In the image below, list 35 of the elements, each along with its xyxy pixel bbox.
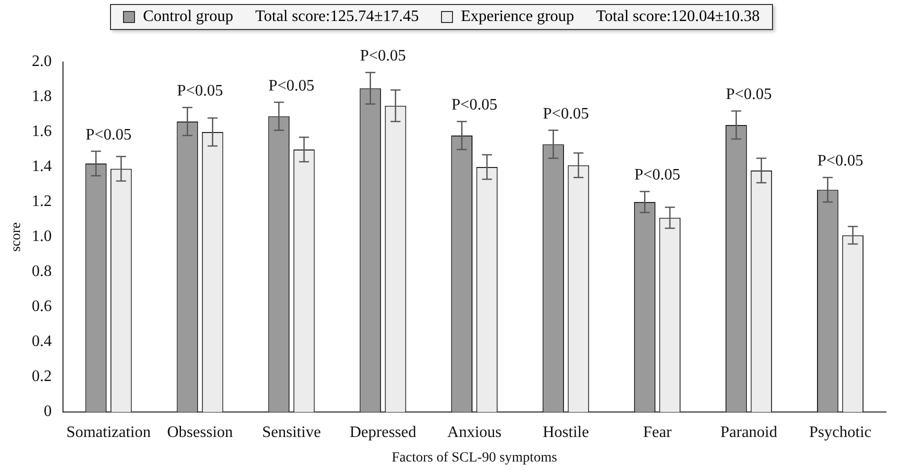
y-tick-label: 1.0 xyxy=(32,228,52,246)
annotation: P<0.05 xyxy=(726,86,772,104)
x-tick-label: Paranoid xyxy=(720,424,778,441)
annotation: P<0.05 xyxy=(634,166,680,184)
x-tick-label: Somatization xyxy=(66,424,151,441)
x-tick-label: Anxious xyxy=(447,424,502,441)
x-tick-label: Depressed xyxy=(350,424,416,441)
y-tick-label: 1.6 xyxy=(32,123,52,140)
legend-label: Experience group xyxy=(460,8,574,26)
y-axis-title: score xyxy=(9,222,24,252)
annotation: P<0.05 xyxy=(451,96,498,114)
x-tick-label: Sensitive xyxy=(262,424,321,441)
y-tick-label: 0.4 xyxy=(32,333,52,350)
y-tick-label: 1.4 xyxy=(32,158,52,176)
y-tick-label: 0.8 xyxy=(32,263,52,280)
x-tick-label: Psychotic xyxy=(809,424,872,441)
y-tick-label: 2.0 xyxy=(32,53,52,70)
text: Total score:125.74±17.45 xyxy=(255,8,419,26)
annotation: P<0.05 xyxy=(360,48,406,65)
annotation: P<0.05 xyxy=(177,82,223,100)
annotation: P<0.05 xyxy=(86,126,132,144)
x-axis-title: Factors of SCL-90 symptoms xyxy=(392,450,558,466)
y-tick-label: 0.6 xyxy=(32,298,52,316)
annotation: P<0.05 xyxy=(542,105,589,122)
y-tick-label: 1.8 xyxy=(32,88,52,106)
y-tick-label: 1.2 xyxy=(32,193,52,210)
x-tick-label: Obsession xyxy=(167,424,233,441)
text: Total score:120.04±10.38 xyxy=(596,8,760,26)
annotation: P<0.05 xyxy=(268,77,314,94)
legend-label: Control group xyxy=(142,8,234,26)
y-tick-label: 0 xyxy=(44,403,52,420)
x-tick-label: Fear xyxy=(643,424,672,441)
x-tick-label: Hostile xyxy=(542,424,589,441)
y-tick-label: 0.2 xyxy=(32,368,52,386)
annotation: P<0.05 xyxy=(817,152,864,170)
